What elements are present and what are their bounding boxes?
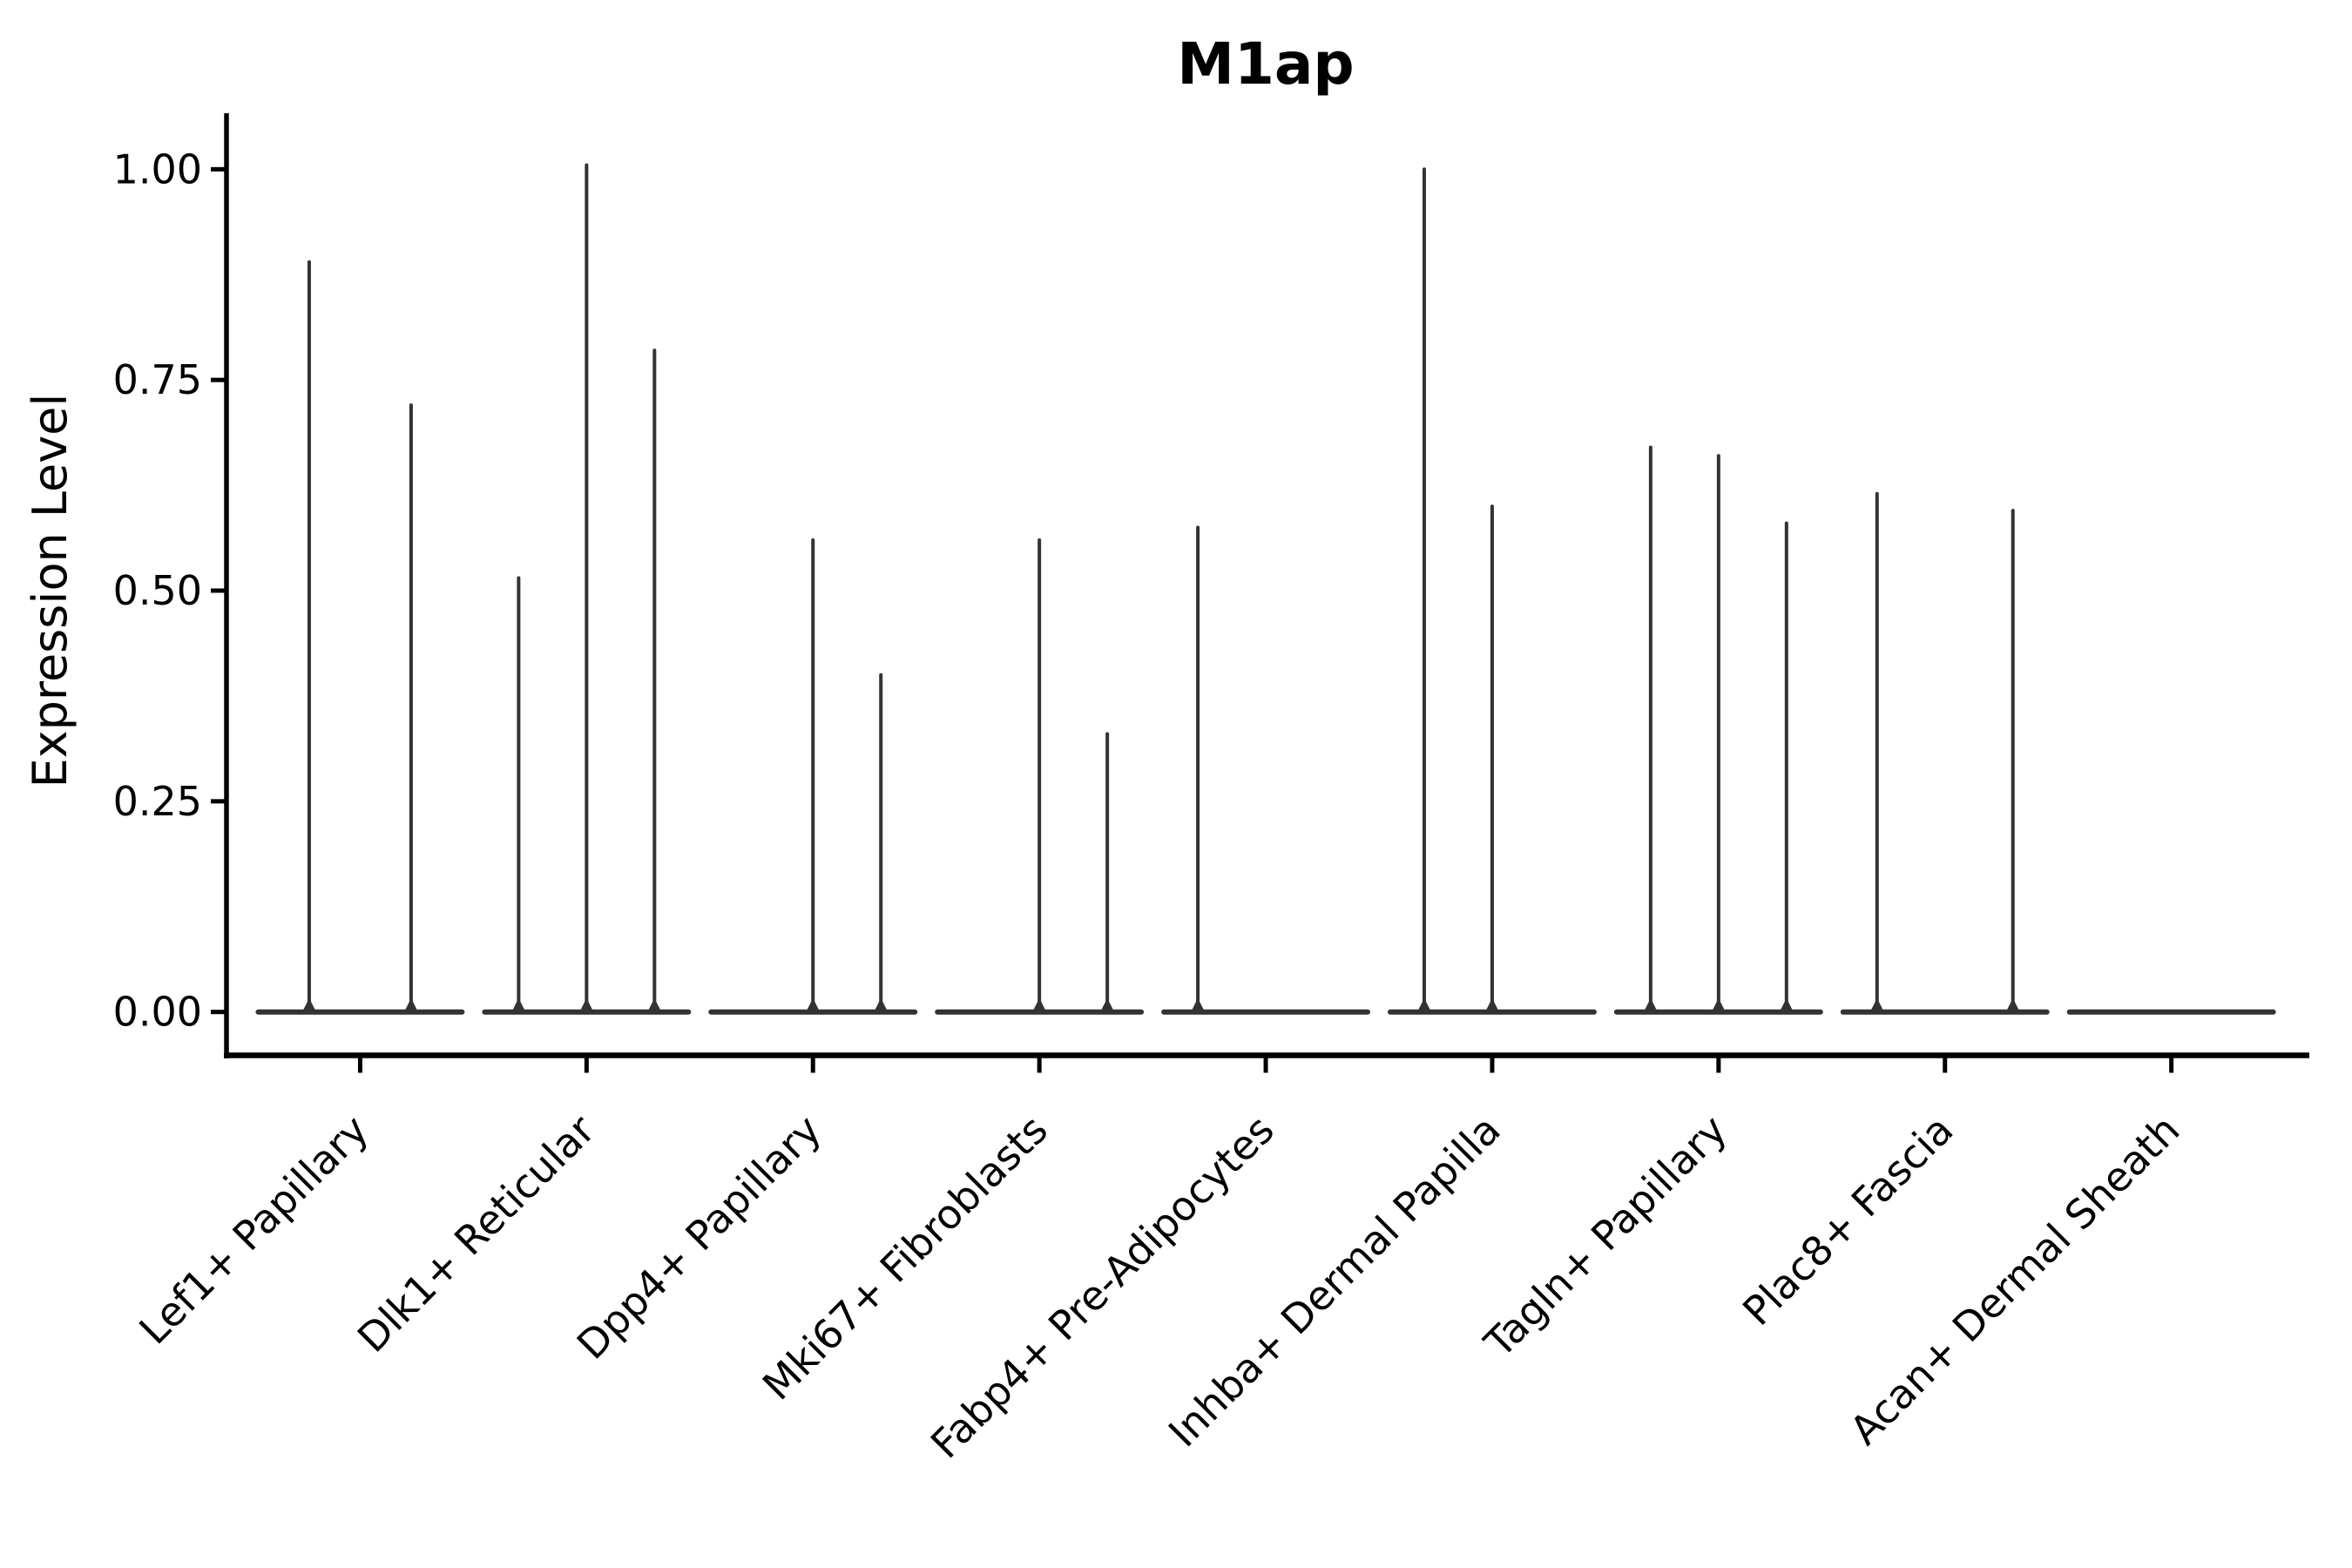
x-tick-label: Plac8+ Fascia: [1734, 1106, 1962, 1335]
x-tick-label: Dpp4+ Papillary: [568, 1106, 830, 1369]
x-tick-label: Dlk1+ Reticular: [348, 1106, 604, 1362]
y-tick-label: 0.25: [113, 778, 202, 825]
x-tick-label: Lef1+ Papillary: [130, 1106, 377, 1354]
y-tick-label: 0.75: [113, 356, 202, 403]
chart-content-layer: 0.00 0.25 0.50 0.75 1.00 Lef1+ PapillaryDlk1+…: [113, 145, 2276, 1468]
y-axis-label: Expression Level: [23, 394, 78, 788]
y-tick-label: 0.50: [113, 567, 202, 614]
y-tick-label: 0.00: [113, 989, 202, 1036]
chart-title: M1ap: [1177, 30, 1354, 98]
y-tick-label: 1.00: [113, 145, 202, 193]
x-tick-label: Tagln+ Papillary: [1475, 1106, 1736, 1368]
